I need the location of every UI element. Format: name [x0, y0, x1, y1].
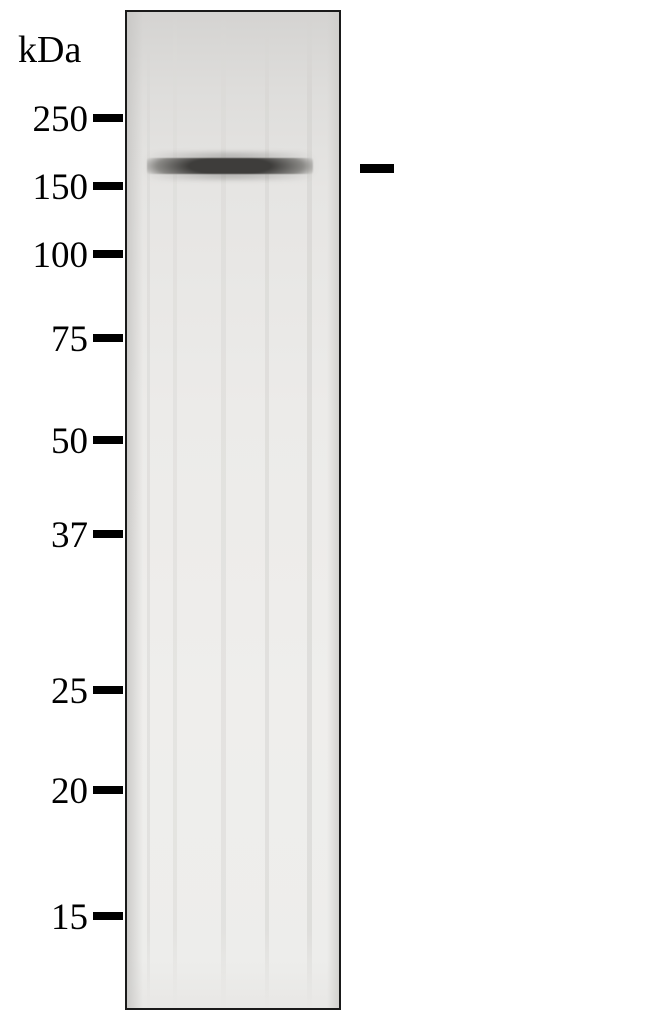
mw-label-100: 100 [0, 234, 88, 277]
blot-figure: kDa 250 150 100 75 50 37 25 20 15 [0, 0, 650, 1020]
mw-label-25: 25 [0, 670, 88, 713]
lane-border [125, 10, 127, 1010]
mw-label-37: 37 [0, 514, 88, 557]
mw-label-20: 20 [0, 770, 88, 813]
axis-unit-label: kDa [18, 28, 81, 72]
lane-border [125, 10, 341, 12]
blot-lane [125, 10, 341, 1010]
mw-tick-20 [93, 786, 123, 794]
lane-border [125, 1008, 341, 1010]
mw-label-250: 250 [0, 98, 88, 141]
main-band [147, 158, 313, 174]
mw-tick-15 [93, 912, 123, 920]
mw-tick-37 [93, 530, 123, 538]
band-pointer-icon [360, 164, 394, 173]
mw-tick-100 [93, 250, 123, 258]
mw-tick-150 [93, 182, 123, 190]
lane-border [339, 10, 341, 1010]
mw-tick-50 [93, 436, 123, 444]
mw-label-15: 15 [0, 896, 88, 939]
mw-label-50: 50 [0, 420, 88, 463]
mw-tick-25 [93, 686, 123, 694]
mw-label-150: 150 [0, 166, 88, 209]
mw-label-75: 75 [0, 318, 88, 361]
mw-tick-250 [93, 114, 123, 122]
mw-tick-75 [93, 334, 123, 342]
